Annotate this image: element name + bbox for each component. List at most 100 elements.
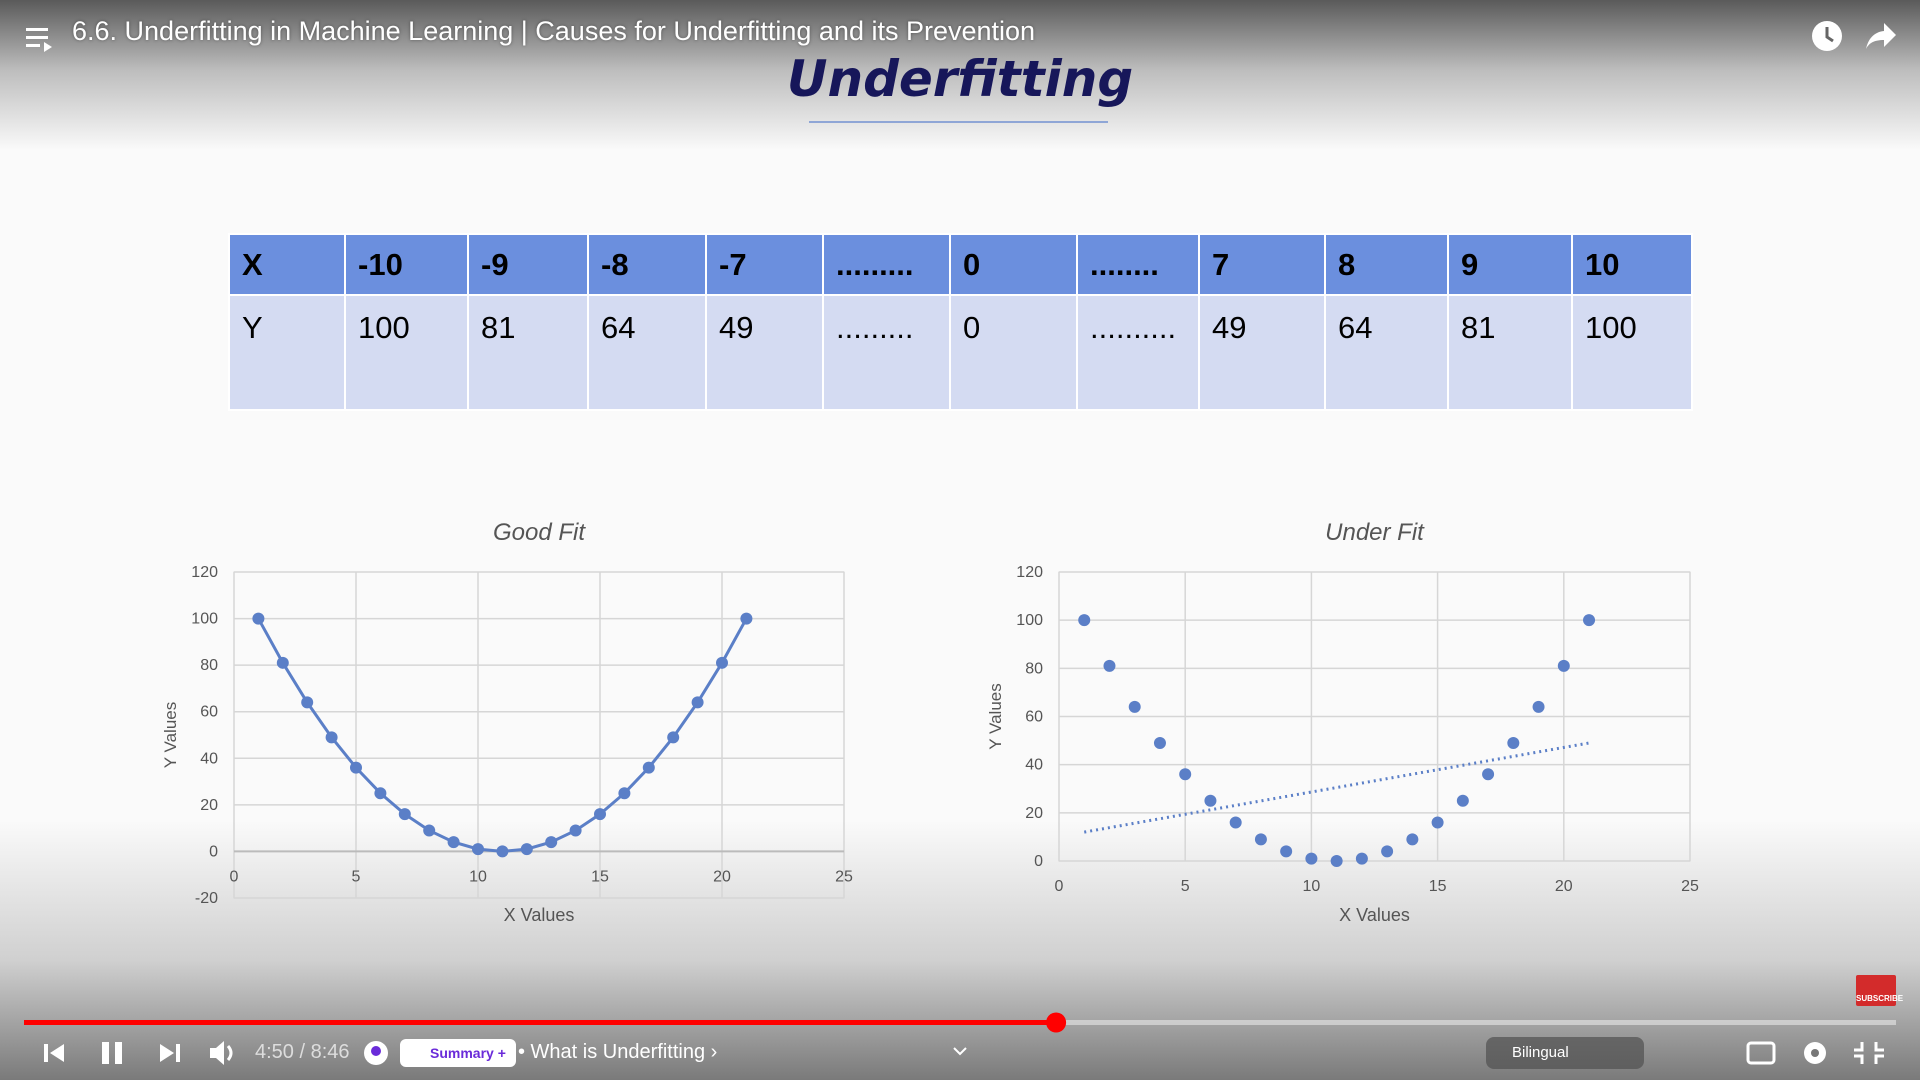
data-point	[276, 656, 289, 669]
player-controls	[0, 1000, 1920, 1080]
y-tick-label: 20	[200, 797, 218, 814]
settings-button[interactable]	[1804, 1042, 1826, 1064]
chapter-title[interactable]: • What is Underfitting ›	[518, 1041, 718, 1063]
data-point	[1583, 614, 1596, 627]
table-cell: ..........	[1076, 294, 1200, 411]
table-cell: 100	[344, 294, 469, 411]
x-tick-label: 10	[469, 868, 487, 885]
heading-underline	[809, 121, 1108, 123]
table-cell: 7	[1198, 233, 1326, 296]
location-icon[interactable]	[364, 1041, 388, 1065]
next-button[interactable]	[160, 1044, 180, 1062]
y-tick-label: 60	[200, 704, 218, 721]
playlist-icon[interactable]	[26, 26, 56, 52]
data-point	[350, 761, 362, 774]
table-cell: -7	[705, 233, 824, 296]
data-point	[569, 824, 582, 837]
data-point	[642, 761, 655, 774]
x-axis-label: X Values	[504, 905, 575, 925]
exit-fullscreen-button[interactable]	[1854, 1042, 1884, 1064]
y-tick-label: -20	[195, 890, 218, 907]
table-row: X -10 -9 -8 -7......... 0........ 7 8 9 10	[228, 233, 1693, 296]
table-cell: 10	[1571, 233, 1693, 296]
y-tick-label: 80	[200, 657, 218, 674]
summary-button[interactable]: Summary +	[400, 1039, 516, 1067]
data-point	[301, 696, 314, 709]
table-cell: 9	[1447, 233, 1573, 296]
x-tick-label: 5	[1181, 878, 1190, 895]
subscribe-button[interactable]: SUBSCRIBE	[1856, 975, 1903, 1006]
table-row: Y 100 81 64 49......... 0.......... 49 64 81 100	[228, 294, 1693, 411]
data-point	[374, 787, 387, 800]
table-cell: .........	[822, 294, 951, 411]
progress-knob[interactable]	[1046, 1012, 1067, 1033]
x-tick-label: 20	[1555, 878, 1573, 895]
data-point	[1532, 700, 1545, 713]
data-point	[1482, 768, 1495, 781]
captions-button[interactable]	[1746, 1041, 1776, 1065]
data-point	[398, 808, 411, 821]
table-cell: -9	[467, 233, 589, 296]
data-point	[618, 787, 631, 800]
data-point	[716, 656, 728, 669]
volume-button[interactable]	[210, 1041, 233, 1065]
data-point	[1557, 659, 1570, 672]
data-point	[423, 824, 436, 837]
data-point	[1229, 816, 1242, 829]
y-axis-label: Y Values	[986, 683, 1005, 749]
x-tick-label: 5	[352, 868, 361, 885]
x-tick-label: 15	[591, 868, 609, 885]
x-tick-label: 25	[835, 868, 853, 885]
table-cell: -8	[587, 233, 707, 296]
data-point	[472, 843, 484, 856]
x-axis-label: X Values	[1339, 905, 1410, 925]
time-display: 4:50 / 8:46	[255, 1041, 350, 1063]
table-cell: 0	[949, 233, 1078, 296]
x-tick-label: 10	[1303, 878, 1321, 895]
data-point	[1431, 816, 1444, 829]
table-cell: 49	[1198, 294, 1326, 411]
table-cell: -10	[344, 233, 469, 296]
data-point	[1204, 794, 1217, 807]
chart-title: Good Fit	[493, 519, 586, 546]
data-point	[252, 612, 265, 625]
bilingual-toggle[interactable]: Bilingual	[1486, 1037, 1644, 1069]
plot-area	[233, 571, 845, 899]
table-cell: 81	[467, 294, 589, 411]
pause-button[interactable]	[102, 1042, 122, 1064]
y-axis-label: Y Values	[161, 702, 180, 768]
data-point	[691, 696, 704, 709]
share-icon[interactable]	[1864, 21, 1898, 51]
data-point	[325, 731, 338, 744]
y-tick-label: 120	[1016, 564, 1043, 581]
table-cell: .........	[822, 233, 951, 296]
y-tick-label: 120	[191, 564, 218, 581]
data-point	[1179, 768, 1192, 781]
data-point	[1103, 659, 1116, 672]
table-cell: ........	[1076, 233, 1200, 296]
data-point	[1280, 845, 1293, 858]
video-title[interactable]: 6.6. Underfitting in Machine Learning | …	[72, 16, 1036, 46]
data-point	[1128, 700, 1141, 713]
progress-played	[24, 1020, 1057, 1025]
data-point	[1507, 736, 1520, 749]
expand-chevron[interactable]	[953, 1047, 967, 1056]
data-point	[667, 731, 680, 744]
y-tick-label: 0	[1034, 853, 1043, 870]
data-point	[1330, 855, 1343, 867]
table-cell: 49	[705, 294, 824, 411]
trend-line	[1083, 741, 1590, 834]
data-point	[1381, 845, 1394, 858]
control-icons	[24, 1012, 1896, 1065]
table-cell: 8	[1324, 233, 1449, 296]
table-cell: 64	[587, 294, 707, 411]
previous-button[interactable]	[44, 1044, 64, 1062]
data-point	[1456, 794, 1469, 807]
slide-heading: Underfitting	[786, 50, 1134, 108]
watch-later-icon[interactable]	[1810, 19, 1844, 53]
data-point	[496, 845, 509, 858]
table-cell: Y	[228, 294, 346, 411]
data-point	[740, 612, 753, 625]
top-bar: 6.6. Underfitting in Machine Learning | …	[0, 0, 1920, 70]
